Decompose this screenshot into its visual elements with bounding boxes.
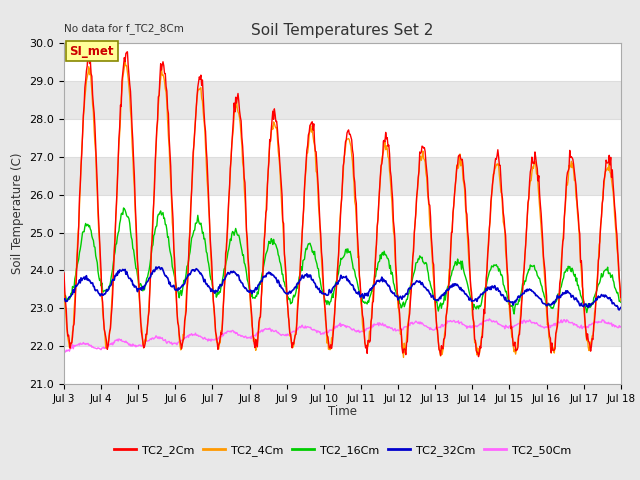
Legend: TC2_2Cm, TC2_4Cm, TC2_16Cm, TC2_32Cm, TC2_50Cm: TC2_2Cm, TC2_4Cm, TC2_16Cm, TC2_32Cm, TC…	[109, 441, 575, 460]
X-axis label: Time: Time	[328, 405, 357, 418]
Y-axis label: Soil Temperature (C): Soil Temperature (C)	[11, 153, 24, 275]
Bar	[64, 81, 621, 119]
Title: Soil Temperatures Set 2: Soil Temperatures Set 2	[252, 23, 433, 38]
Text: SI_met: SI_met	[70, 45, 114, 58]
Bar	[64, 232, 621, 270]
Bar	[64, 308, 621, 346]
Bar	[64, 157, 621, 195]
Text: No data for f_TC2_8Cm: No data for f_TC2_8Cm	[64, 23, 184, 34]
